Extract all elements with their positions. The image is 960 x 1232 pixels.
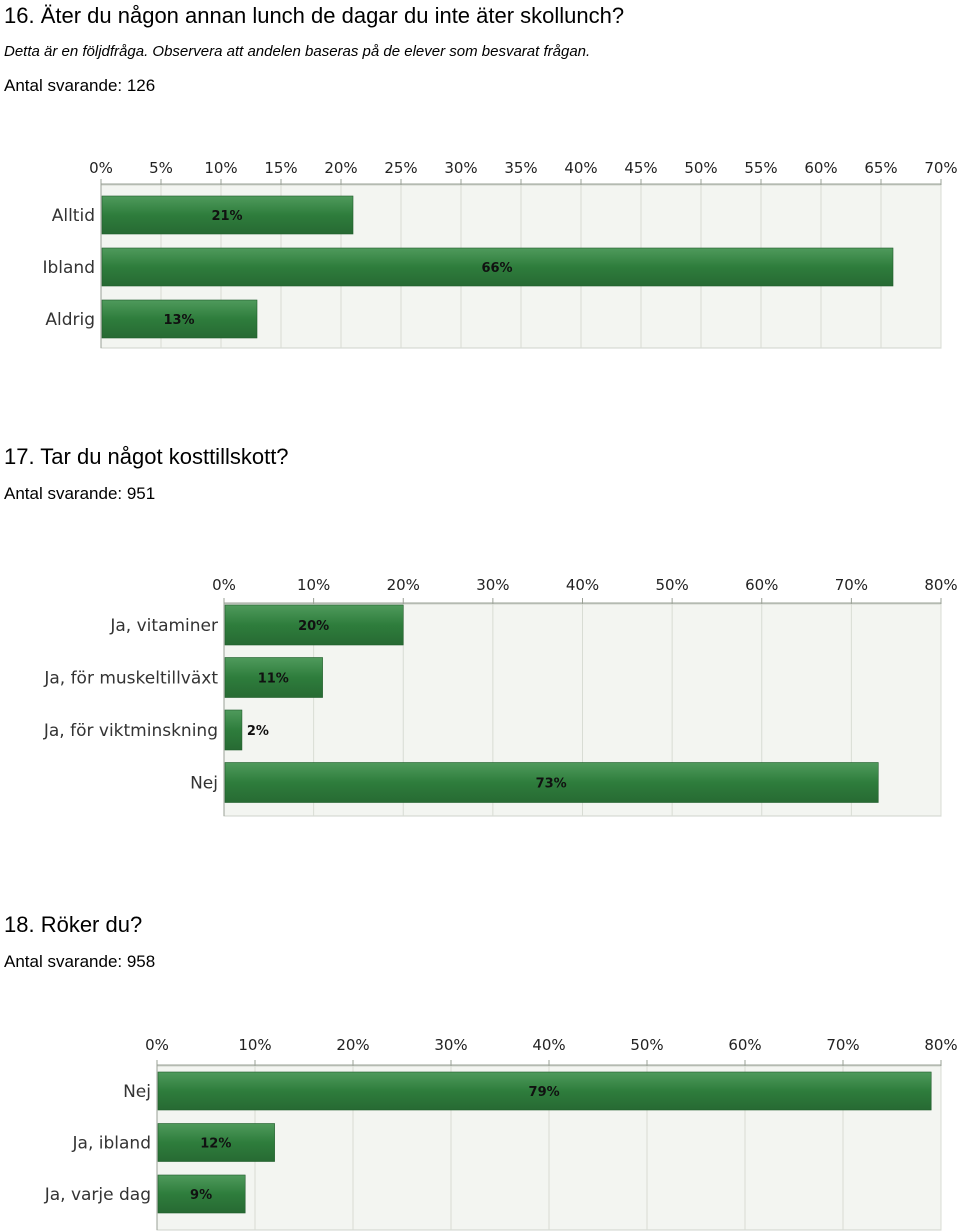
tick-label: 70%: [924, 159, 957, 177]
tick-label: 70%: [826, 1036, 859, 1054]
tick-label: 50%: [655, 576, 688, 594]
tick-label: 20%: [324, 159, 357, 177]
data-label: 79%: [529, 1085, 560, 1100]
question-title: 18. Röker du?: [4, 912, 143, 937]
tick-label: 55%: [744, 159, 777, 177]
tick-label: 10%: [238, 1036, 271, 1054]
question-17: 17. Tar du något kosttillskott? Antal sv…: [0, 440, 960, 840]
bar-chart: 0% 10% 20% 30% 40% 50% 60% 70% 80% Nej 79% Ja, ibla…: [44, 1036, 958, 1231]
bar: [224, 709, 243, 751]
bar: [224, 762, 879, 803]
tick-label: 0%: [145, 1036, 169, 1054]
data-label: 73%: [536, 777, 567, 792]
question-note: Detta är en följdfråga. Observera att an…: [4, 43, 591, 60]
tick-label: 5%: [149, 159, 173, 177]
category-label: Ja, ibland: [72, 1134, 151, 1154]
tick-label: 65%: [864, 159, 897, 177]
tick-label: 45%: [624, 159, 657, 177]
tick-label: 60%: [804, 159, 837, 177]
category-label: Ja, varje dag: [44, 1185, 151, 1205]
tick-label: 30%: [444, 159, 477, 177]
bar: [157, 1071, 932, 1111]
data-label: 2%: [247, 724, 269, 739]
tick-label: 30%: [476, 576, 509, 594]
response-count: Antal svarande: 958: [4, 952, 156, 971]
tick-label: 80%: [924, 576, 957, 594]
data-label: 13%: [163, 313, 194, 328]
category-label: Nej: [190, 774, 218, 794]
tick-label: 35%: [504, 159, 537, 177]
tick-label: 10%: [204, 159, 237, 177]
bar: [101, 247, 894, 287]
tick-label: 80%: [924, 1036, 957, 1054]
bar-chart: 0% 5% 10% 15% 20% 25% 30% 35% 40% 45% 50% 55% 60% 65%…: [42, 159, 958, 349]
tick-label: 60%: [745, 576, 778, 594]
data-label: 11%: [258, 672, 289, 687]
category-label: Ja, för muskeltillväxt: [43, 669, 218, 689]
tick-label: 10%: [297, 576, 330, 594]
tick-label: 50%: [630, 1036, 663, 1054]
category-label: Ja, vitaminer: [109, 616, 218, 636]
tick-label: 20%: [336, 1036, 369, 1054]
data-label: 20%: [298, 619, 329, 634]
tick-label: 30%: [434, 1036, 467, 1054]
data-label: 66%: [481, 261, 512, 276]
category-label: Aldrig: [45, 310, 95, 330]
bar: [224, 604, 404, 646]
category-label: Ibland: [42, 258, 95, 278]
bar: [101, 299, 258, 339]
category-label: Alltid: [52, 206, 95, 226]
bar-chart: 0% 10% 20% 30% 40% 50% 60% 70% 80% Ja, vitaminer 2…: [43, 576, 958, 817]
data-label: 21%: [211, 209, 242, 224]
tick-label: 25%: [384, 159, 417, 177]
tick-label: 0%: [212, 576, 236, 594]
question-16: 16. Äter du någon annan lunch de dagar d…: [0, 0, 960, 380]
tick-label: 40%: [532, 1036, 565, 1054]
tick-label: 0%: [89, 159, 113, 177]
question-title: 16. Äter du någon annan lunch de dagar d…: [4, 3, 625, 28]
bar: [157, 1174, 246, 1214]
category-label: Nej: [123, 1082, 151, 1102]
question-18: 18. Röker du? Antal svarande: 958 0% 10% 2…: [0, 908, 960, 1231]
data-label: 9%: [190, 1188, 212, 1203]
tick-label: 40%: [566, 576, 599, 594]
bar: [101, 195, 354, 235]
bar: [224, 657, 323, 698]
question-title: 17. Tar du något kosttillskott?: [4, 444, 289, 469]
data-label: 12%: [200, 1137, 231, 1152]
response-count: Antal svarande: 126: [4, 76, 156, 95]
tick-label: 60%: [728, 1036, 761, 1054]
tick-label: 50%: [684, 159, 717, 177]
tick-label: 70%: [835, 576, 868, 594]
bar: [157, 1123, 275, 1162]
response-count: Antal svarande: 951: [4, 484, 156, 503]
category-label: Ja, för viktminskning: [43, 721, 218, 741]
tick-label: 20%: [387, 576, 420, 594]
tick-label: 40%: [564, 159, 597, 177]
tick-label: 15%: [264, 159, 297, 177]
